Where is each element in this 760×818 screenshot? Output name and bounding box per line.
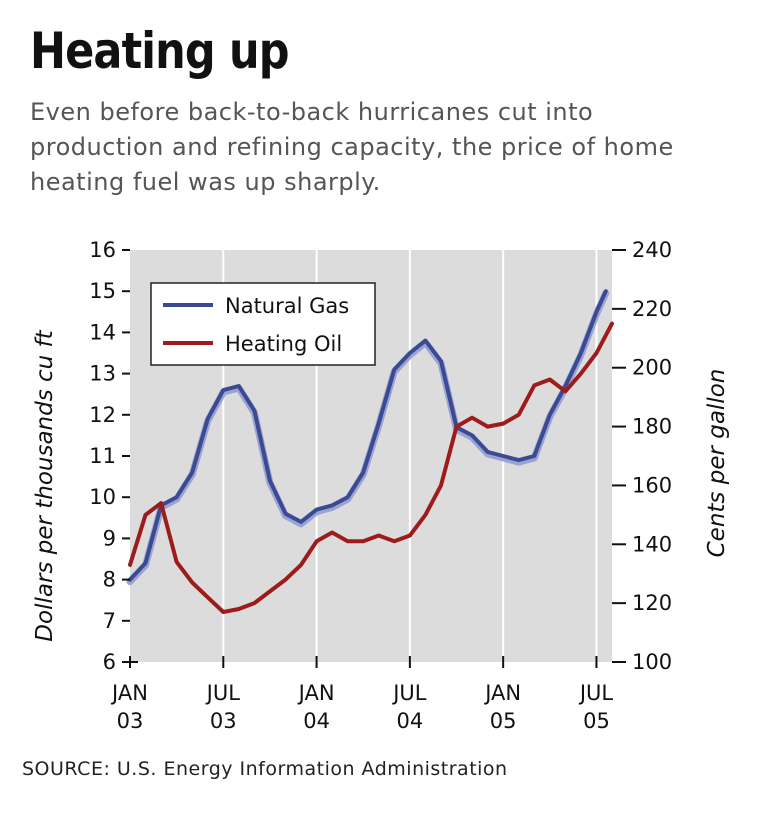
x-tick-label-year: 05 — [490, 709, 517, 733]
x-tick-label-month: JAN — [297, 681, 335, 705]
y-left-tick-label: 16 — [89, 238, 116, 262]
y-right-tick-label: 180 — [632, 415, 672, 439]
y-left-tick-label: 12 — [89, 403, 116, 427]
legend-label-heating-oil: Heating Oil — [225, 332, 342, 356]
y-left-tick-label: 7 — [103, 609, 116, 633]
y-right-tick-label: 120 — [632, 591, 672, 615]
y-right-tick-label: 220 — [632, 297, 672, 321]
chart-title: Heating up — [30, 22, 289, 80]
y-left-tick-label: 8 — [103, 568, 116, 592]
y-right-tick-label: 240 — [632, 238, 672, 262]
y-left-tick-label: 13 — [89, 362, 116, 386]
x-tick-label-month: JUL — [205, 681, 241, 705]
y-left-tick-label: 14 — [89, 320, 116, 344]
y-left-tick-label: 15 — [89, 279, 116, 303]
y-right-tick-label: 200 — [632, 356, 672, 380]
x-tick-label-year: 05 — [583, 709, 610, 733]
x-tick-label-month: JAN — [110, 681, 148, 705]
x-tick-label-year: 04 — [303, 709, 330, 733]
legend-label-natural-gas: Natural Gas — [225, 294, 349, 318]
heating-oil-line — [128, 321, 614, 614]
y-right-tick-label: 140 — [632, 532, 672, 556]
y-left-axis-title: Dollars per thousands cu ft — [32, 329, 58, 641]
y-right-axis-title: Cents per gallon — [704, 369, 730, 558]
axes: 6 7 8 9 10 11 12 13 14 15 16 100 120 140 160 180 200 220 2… — [32, 238, 730, 733]
y-right-tick-label: 100 — [632, 650, 672, 674]
x-tick-label-month: JAN — [483, 681, 521, 705]
x-tick-label-year: 04 — [397, 709, 424, 733]
x-tick-label-year: 03 — [117, 709, 144, 733]
legend: Natural Gas Heating Oil — [150, 282, 376, 366]
x-tick-label-month: JUL — [578, 681, 614, 705]
chart-subtitle: Even before back-to-back hurricanes cut … — [30, 98, 674, 196]
y-left-tick-label: 6 — [103, 650, 116, 674]
legend-box — [150, 282, 376, 366]
source-note: SOURCE: U.S. Energy Information Administ… — [22, 758, 508, 780]
y-left-tick-label: 10 — [89, 485, 116, 509]
x-tick-label-month: JUL — [391, 681, 427, 705]
natural-gas-line — [128, 289, 608, 582]
y-left-tick-label: 11 — [89, 444, 116, 468]
y-right-tick-label: 160 — [632, 473, 672, 497]
series-lines — [126, 289, 614, 614]
x-tick-label-year: 03 — [210, 709, 237, 733]
y-left-tick-label: 9 — [103, 526, 116, 550]
